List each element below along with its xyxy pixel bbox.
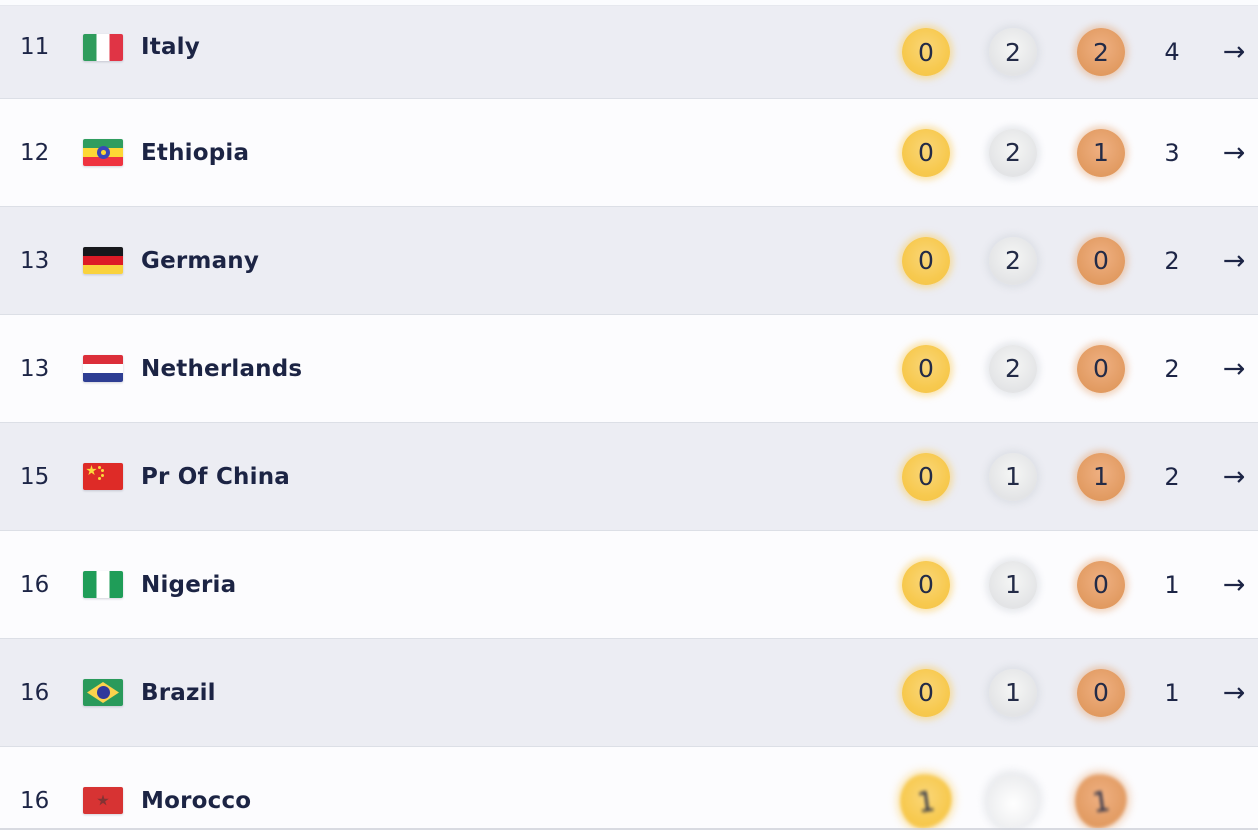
bottom-divider [0,828,1258,830]
rank-number: 16 [20,571,50,598]
silver-medal-count [983,770,1043,830]
silver-medal-count: 2 [989,128,1037,177]
table-row[interactable]: 16 Morocco 1 1 [0,746,1258,830]
rank-number: 13 [20,355,50,382]
details-arrow-icon[interactable]: → [1222,569,1246,600]
silver-medal-count: 2 [989,236,1037,285]
country-name: Nigeria [141,571,237,598]
details-arrow-icon[interactable]: → [1222,245,1246,276]
country-flag-icon [83,355,123,382]
country-name: Italy [141,34,200,60]
previous-row-sliver [0,0,1258,6]
country-flag-icon [83,247,123,274]
medal-standings-list: 11 Italy 0 2 2 4 → 12 Ethiopia 0 2 1 3 →… [0,6,1258,830]
country-name: Pr Of China [141,463,291,490]
rank-number: 12 [20,139,50,166]
table-row[interactable]: 13 Germany 0 2 0 2 → [0,206,1258,314]
country-name: Ethiopia [141,139,250,166]
country-name: Morocco [141,787,252,814]
gold-medal-count: 0 [902,452,950,501]
country-name: Germany [141,247,260,274]
table-row[interactable]: 12 Ethiopia 0 2 1 3 → [0,98,1258,206]
details-arrow-icon[interactable]: → [1222,353,1246,384]
bronze-medal-count: 0 [1077,344,1125,393]
total-medal-count: 4 [1164,38,1180,66]
total-medal-count: 2 [1164,246,1180,275]
details-arrow-icon[interactable]: → [1222,461,1246,492]
country-flag-icon [83,139,123,166]
total-medal-count: 1 [1164,678,1180,707]
silver-medal-count: 2 [989,28,1037,76]
silver-medal-count: 1 [989,452,1037,501]
gold-medal-count: 1 [896,770,956,830]
country-name: Netherlands [141,355,303,382]
bronze-medal-count: 1 [1077,452,1125,501]
gold-medal-count: 0 [902,28,950,76]
total-medal-count: 2 [1164,354,1180,383]
rank-number: 11 [20,34,50,60]
country-flag-icon [83,787,123,814]
table-row[interactable]: 16 Nigeria 0 1 0 1 → [0,530,1258,638]
table-row[interactable]: 16 Brazil 0 1 0 1 → [0,638,1258,746]
details-arrow-icon[interactable]: → [1222,137,1246,168]
silver-medal-count: 1 [989,560,1037,609]
bronze-medal-count: 0 [1077,668,1125,717]
rank-number: 13 [20,247,50,274]
bronze-medal-count: 1 [1077,128,1125,177]
total-medal-count: 2 [1164,462,1180,491]
details-arrow-icon[interactable]: → [1222,36,1246,68]
table-row[interactable]: 13 Netherlands 0 2 0 2 → [0,314,1258,422]
bronze-medal-count: 0 [1077,236,1125,285]
gold-medal-count: 0 [902,344,950,393]
bronze-medal-count: 2 [1077,28,1125,76]
bronze-medal-count: 0 [1077,560,1125,609]
country-flag-icon [83,463,123,490]
bronze-medal-count: 1 [1071,770,1131,830]
total-medal-count: 3 [1164,138,1180,167]
rank-number: 16 [20,679,50,706]
gold-medal-count: 0 [902,668,950,717]
total-medal-count: 1 [1164,570,1180,599]
country-name: Brazil [141,679,216,706]
country-flag-icon [83,679,123,706]
gold-medal-count: 0 [902,236,950,285]
table-row[interactable]: 11 Italy 0 2 2 4 → [0,6,1258,98]
country-flag-icon [83,33,123,61]
silver-medal-count: 1 [989,668,1037,717]
table-row[interactable]: 15 Pr Of China 0 1 1 2 → [0,422,1258,530]
rank-number: 15 [20,463,50,490]
gold-medal-count: 0 [902,560,950,609]
silver-medal-count: 2 [989,344,1037,393]
country-flag-icon [83,571,123,598]
rank-number: 16 [20,787,50,814]
details-arrow-icon[interactable]: → [1222,677,1246,708]
gold-medal-count: 0 [902,128,950,177]
